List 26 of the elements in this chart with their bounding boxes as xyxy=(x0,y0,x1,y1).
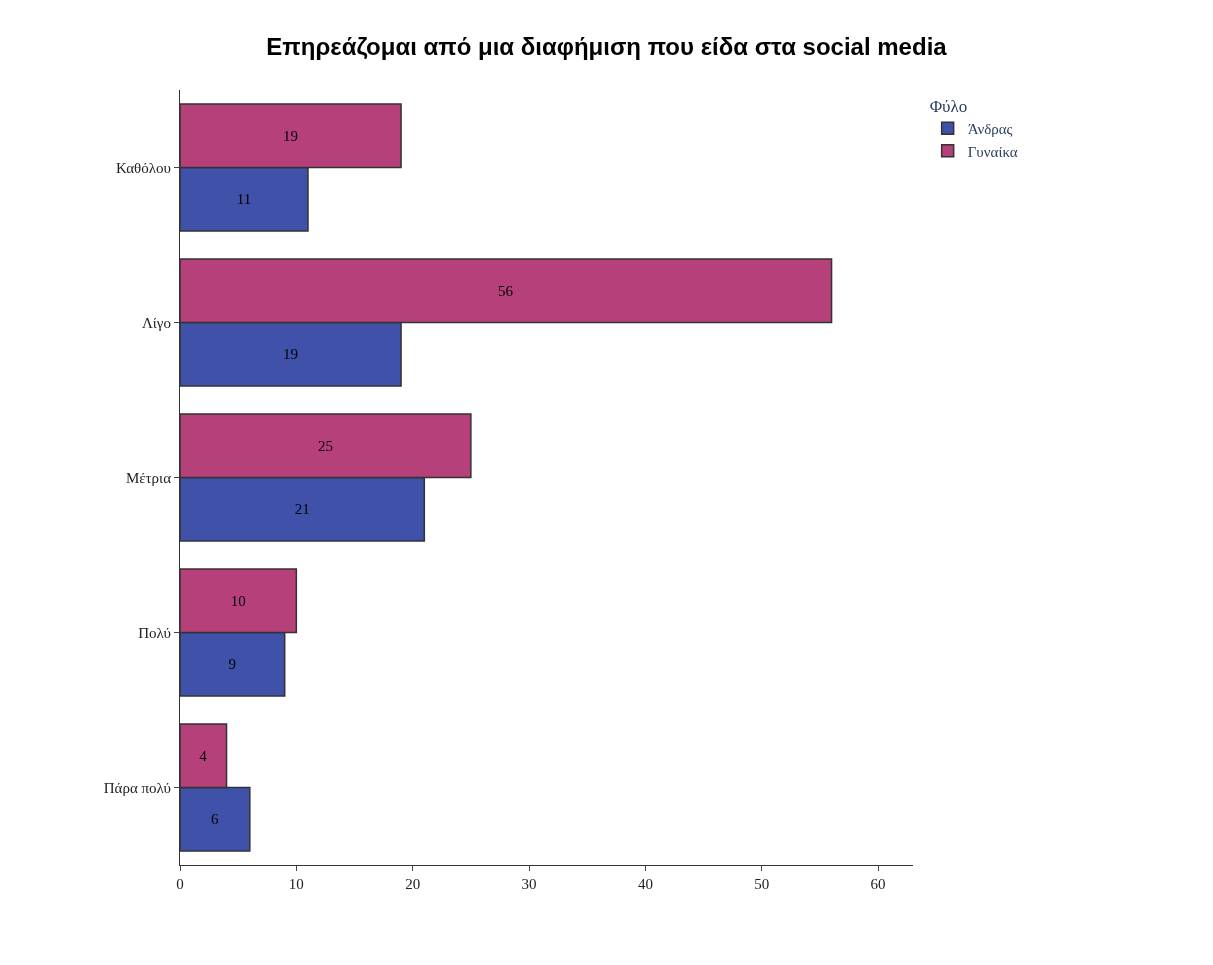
data-label: 9 xyxy=(228,656,237,673)
legend-label: Άνδρας xyxy=(967,121,1013,138)
x-tick-label: 10 xyxy=(288,876,304,892)
y-tick-label: Καθόλου xyxy=(115,159,171,176)
data-label: 19 xyxy=(283,346,299,363)
y-tick-label: Λίγο xyxy=(141,314,171,331)
x-tick-label: 40 xyxy=(637,876,653,892)
data-label: 25 xyxy=(317,437,333,454)
chart-title: Επηρεάζομαι από μια διαφήμιση που είδα στα social media xyxy=(266,33,948,61)
y-tick-label: Μέτρια xyxy=(125,469,172,486)
data-label: 11 xyxy=(236,191,252,208)
y-tick-label: Πάρα πολύ xyxy=(103,779,171,796)
data-label: 56 xyxy=(498,282,514,299)
y-tick-label: Πολύ xyxy=(138,624,171,641)
legend-label: Γυναίκα xyxy=(967,143,1018,160)
x-tick-label: 30 xyxy=(521,876,537,892)
data-label: 4 xyxy=(199,747,208,764)
data-label: 10 xyxy=(230,592,246,609)
data-label: 19 xyxy=(283,127,299,144)
legend-title: Φύλο xyxy=(929,97,968,117)
x-tick-label: 60 xyxy=(870,876,886,892)
x-tick-label: 20 xyxy=(405,876,421,892)
x-tick-label: 50 xyxy=(754,876,770,892)
data-label: 21 xyxy=(294,501,310,518)
x-tick-label: 0 xyxy=(176,876,184,892)
data-label: 6 xyxy=(210,811,219,828)
